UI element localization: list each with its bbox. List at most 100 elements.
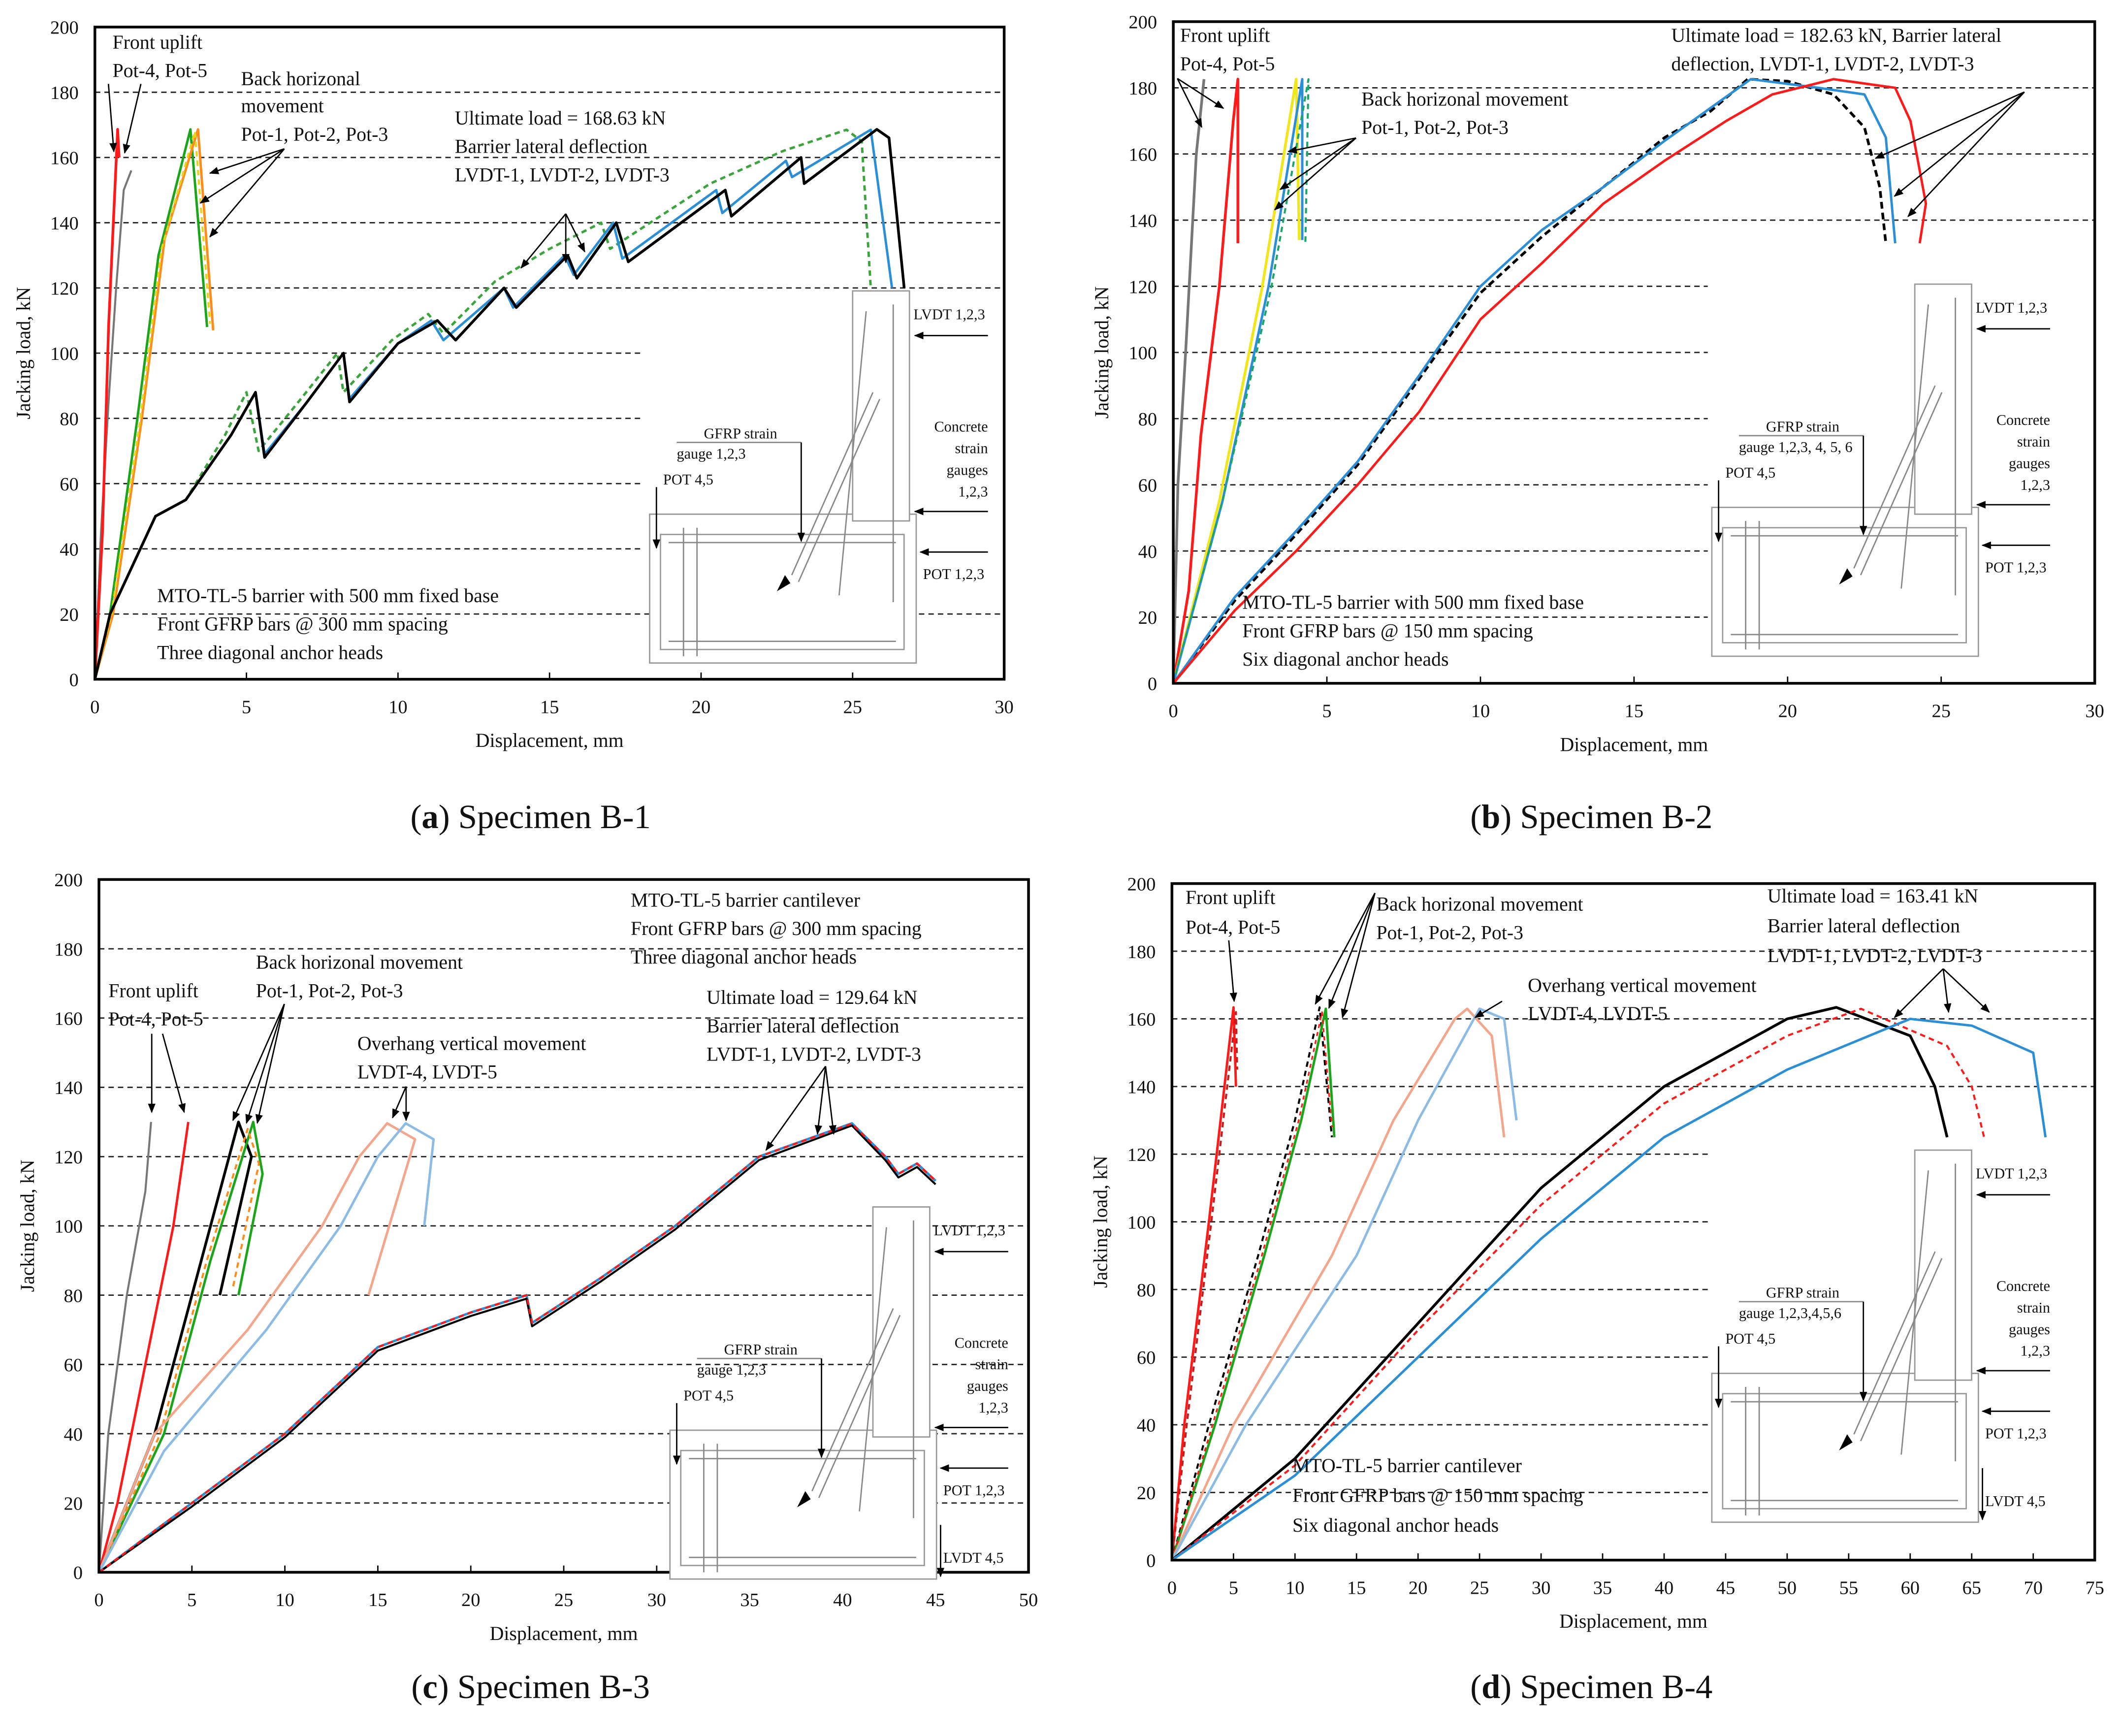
diagram-anchor-head bbox=[776, 575, 791, 591]
diagram-label-gfrp: GFRP strain bbox=[704, 425, 777, 442]
annotation-ultimate-load: Ultimate load = 163.41 kN Barrier latera… bbox=[1768, 885, 1982, 966]
series-line-pot-4 bbox=[1172, 79, 1206, 683]
caption-text: ) Specimen B-1 bbox=[439, 798, 651, 836]
diagram-diagonal-bar bbox=[818, 1315, 901, 1498]
series-line-lvdt-2 bbox=[1171, 1007, 1985, 1561]
diagram-label-concrete-gauges: Concrete bbox=[955, 1334, 1008, 1351]
annotation-line: Pot-4, Pot-5 bbox=[1186, 916, 1281, 938]
x-tick-label: 10 bbox=[1286, 1577, 1304, 1598]
annotation-line: Barrier lateral deflection bbox=[707, 1015, 900, 1037]
caption-open: ( bbox=[411, 1668, 422, 1705]
x-tick-label: 50 bbox=[1019, 1590, 1038, 1610]
diagram-label-gfrp: gauge 1,2,3 bbox=[697, 1361, 766, 1378]
diagram-label-lvdt: LVDT 1,2,3 bbox=[1976, 1165, 2047, 1182]
y-tick-label: 80 bbox=[60, 409, 78, 429]
y-tick-label: 180 bbox=[1128, 78, 1157, 99]
y-tick-label: 140 bbox=[54, 1078, 83, 1098]
diagram-rebar-cage bbox=[660, 534, 905, 650]
series-line-lvdt-4 bbox=[1171, 1007, 1506, 1561]
chart-panel-specimen-b2: 0 5 10 15 20 25 30 0 20 40 60 80 100 120 140 160 180 200 D… bbox=[1091, 12, 2104, 836]
series-line-pot-3 bbox=[1171, 1011, 1333, 1561]
diagram-label-lvdt45: LVDT 4,5 bbox=[943, 1549, 1004, 1566]
y-tick-label: 100 bbox=[54, 1217, 83, 1237]
annotation-front-uplift: Front uplift Pot-4, Pot-5 bbox=[112, 31, 207, 82]
y-tick-label: 20 bbox=[1137, 1483, 1156, 1504]
annotation-line: Front GFRP bars @ 300 mm spacing bbox=[631, 917, 922, 939]
caption-open: ( bbox=[1470, 798, 1481, 836]
diagram-label-concrete-gauges: Concrete bbox=[1996, 1278, 2050, 1294]
diagram-label-concrete-gauges: Concrete bbox=[934, 418, 988, 435]
chart-caption: (a) Specimen B-1 bbox=[411, 798, 651, 836]
y-tick-label: 160 bbox=[54, 1009, 83, 1029]
annotation-line: Front uplift bbox=[1180, 24, 1270, 46]
annotation-line: Six diagonal anchor heads bbox=[1292, 1514, 1499, 1536]
y-tick-label: 20 bbox=[64, 1493, 83, 1514]
diagram-label-pot123: POT 1,2,3 bbox=[923, 566, 985, 582]
x-tick-label: 75 bbox=[2085, 1577, 2104, 1598]
y-tick-label: 120 bbox=[1127, 1145, 1156, 1165]
series-line-lvdt-5 bbox=[1171, 1007, 1518, 1561]
y-axis-label: Jacking load, kN bbox=[1089, 1156, 1111, 1288]
annotation-line: Three diagonal anchor heads bbox=[157, 641, 383, 663]
diagram-diagonal-bar bbox=[1853, 385, 1936, 569]
y-tick-label: 100 bbox=[50, 344, 79, 364]
diagram-label-concrete-gauges: 1,2,3 bbox=[2021, 1343, 2050, 1359]
diagram-vertical-bar bbox=[859, 1227, 887, 1511]
annotation-line: MTO-TL-5 barrier with 500 mm fixed base bbox=[157, 584, 499, 607]
y-tick-label: 60 bbox=[60, 474, 78, 495]
x-tick-label: 20 bbox=[1778, 701, 1797, 722]
diagram-label-lvdt: LVDT 1,2,3 bbox=[1976, 299, 2047, 316]
diagram-barrier-wall bbox=[1914, 1149, 1972, 1381]
annotation-line: Pot-1, Pot-2, Pot-3 bbox=[256, 979, 403, 1001]
y-tick-label: 20 bbox=[1138, 608, 1157, 628]
x-tick-label: 55 bbox=[1839, 1577, 1858, 1598]
series-line-pot-3 bbox=[98, 1127, 260, 1573]
annotation-line: Barrier lateral deflection bbox=[1768, 915, 1961, 937]
barrier-cross-section-diagram: LVDT 1,2,3 GFRP strain gauge 1,2,3, 4, 5, … bbox=[1711, 283, 2050, 657]
diagram-label-lvdt45: LVDT 4,5 bbox=[1985, 1493, 2046, 1510]
caption-letter: d bbox=[1481, 1668, 1500, 1705]
caption-open: ( bbox=[411, 798, 422, 836]
diagram-rebar-cage bbox=[1722, 1393, 1967, 1510]
annotation-line: Ultimate load = 129.64 kN bbox=[707, 986, 917, 1008]
y-tick-label: 80 bbox=[1138, 409, 1157, 430]
annotation-line: Pot-4, Pot-5 bbox=[112, 60, 207, 82]
diagram-label-gfrp: gauge 1,2,3, 4, 5, 6 bbox=[1739, 439, 1853, 455]
annotation-line: Front GFRP bars @ 300 mm spacing bbox=[157, 613, 448, 635]
x-tick-label: 10 bbox=[1471, 701, 1490, 722]
x-tick-label: 40 bbox=[833, 1590, 852, 1610]
diagram-label-concrete-gauges: gauges bbox=[2009, 455, 2050, 472]
diagram-label-lvdt: LVDT 1,2,3 bbox=[934, 1222, 1005, 1239]
barrier-cross-section-diagram: LVDT 1,2,3 GFRP strain gauge 1,2,3 POT 4,5 C… bbox=[649, 290, 988, 664]
diagram-label-concrete-gauges: gauges bbox=[2009, 1321, 2050, 1338]
series-line-pot-2 bbox=[94, 128, 215, 680]
y-axis-label: Jacking load, kN bbox=[12, 287, 34, 419]
annotation-line: Barrier lateral deflection bbox=[455, 135, 648, 158]
series-line-pot-2 bbox=[97, 1121, 264, 1573]
diagram-rebar-cage bbox=[680, 1449, 925, 1567]
y-tick-label: 160 bbox=[50, 148, 79, 169]
y-tick-label: 40 bbox=[60, 539, 78, 560]
annotation-line: Pot-1, Pot-2, Pot-3 bbox=[241, 123, 388, 145]
chart-caption: (c) Specimen B-3 bbox=[411, 1668, 649, 1705]
diagram-label-concrete-gauges: gauges bbox=[967, 1378, 1008, 1394]
series-line-pot-1 bbox=[1171, 1006, 1333, 1561]
diagram-anchor-head bbox=[1839, 568, 1853, 585]
annotation-line: Back horizonal bbox=[241, 67, 360, 90]
x-tick-label: 5 bbox=[187, 1590, 196, 1610]
chart-caption: (d) Specimen B-4 bbox=[1470, 1668, 1712, 1705]
diagram-label-concrete-gauges: 1,2,3 bbox=[978, 1399, 1008, 1416]
y-tick-label: 60 bbox=[1138, 475, 1157, 496]
caption-text: ) Specimen B-2 bbox=[1500, 798, 1712, 836]
annotation-line: Front GFRP bars @ 150 mm spacing bbox=[1292, 1484, 1583, 1507]
x-tick-label: 30 bbox=[995, 697, 1013, 717]
x-tick-label: 60 bbox=[1901, 1577, 1920, 1598]
series-line-lvdt-1 bbox=[98, 1124, 936, 1574]
diagram-label-lvdt: LVDT 1,2,3 bbox=[913, 306, 985, 323]
diagram-label-pot45: POT 4,5 bbox=[683, 1387, 734, 1404]
y-axis-label: Jacking load, kN bbox=[16, 1160, 38, 1292]
annotation-back-horizontal: Back horizonal movement Pot-1, Pot-2, Po… bbox=[1376, 893, 1583, 944]
y-tick-label: 100 bbox=[1128, 343, 1157, 364]
annotation-line: Front GFRP bars @ 150 mm spacing bbox=[1242, 619, 1533, 642]
